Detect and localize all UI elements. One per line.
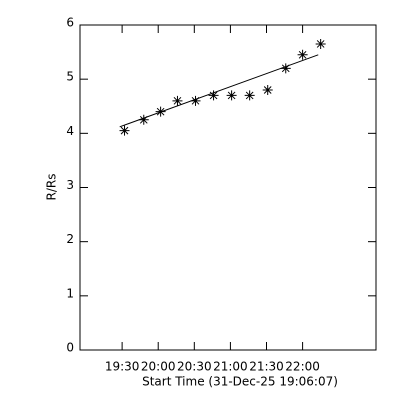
data-point bbox=[226, 90, 237, 101]
data-point bbox=[280, 63, 291, 74]
x-tick-label: 20:00 bbox=[141, 360, 176, 374]
y-tick-label: 0 bbox=[66, 341, 74, 355]
x-tick-label: 21:00 bbox=[213, 360, 248, 374]
data-point bbox=[262, 85, 273, 95]
x-tick-label: 19:30 bbox=[105, 360, 140, 374]
y-tick-label: 6 bbox=[66, 16, 74, 30]
data-point bbox=[315, 38, 326, 49]
plot-frame bbox=[79, 24, 377, 351]
data-point bbox=[138, 114, 149, 125]
x-tick-label: 20:30 bbox=[177, 360, 212, 374]
fit-line bbox=[119, 54, 319, 128]
data-point bbox=[172, 95, 183, 106]
data-point bbox=[208, 90, 219, 101]
y-tick-label: 4 bbox=[66, 124, 74, 138]
x-axis-label: Start Time (31-Dec-25 19:06:07) bbox=[142, 375, 338, 389]
y-tick-label: 5 bbox=[66, 70, 74, 84]
data-point bbox=[297, 49, 308, 60]
y-tick-label: 3 bbox=[66, 178, 74, 192]
data-point bbox=[190, 95, 201, 106]
y-tick-label: 1 bbox=[66, 286, 74, 300]
data-point bbox=[119, 125, 130, 136]
y-axis-label: R/Rs bbox=[45, 174, 59, 201]
x-tick-label: 21:30 bbox=[249, 360, 284, 374]
y-tick-label: 2 bbox=[66, 232, 74, 246]
x-tick-label: 22:00 bbox=[285, 360, 320, 374]
data-point bbox=[244, 90, 255, 101]
